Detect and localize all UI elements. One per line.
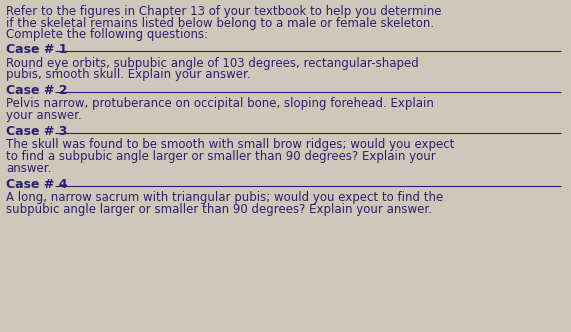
Text: Pelvis narrow, protuberance on occipital bone, sloping forehead. Explain: Pelvis narrow, protuberance on occipital… xyxy=(6,98,434,111)
Text: The skull was found to be smooth with small brow ridges; would you expect: The skull was found to be smooth with sm… xyxy=(6,138,455,151)
Text: Case # 1: Case # 1 xyxy=(6,43,67,56)
Text: Case # 4: Case # 4 xyxy=(6,178,67,191)
Text: Case # 3: Case # 3 xyxy=(6,125,67,138)
Text: answer.: answer. xyxy=(6,162,51,175)
Text: your answer.: your answer. xyxy=(6,109,82,122)
Text: Complete the following questions:: Complete the following questions: xyxy=(6,29,208,42)
Text: pubis, smooth skull. Explain your answer.: pubis, smooth skull. Explain your answer… xyxy=(6,68,251,81)
Text: A long, narrow sacrum with triangular pubis; would you expect to find the: A long, narrow sacrum with triangular pu… xyxy=(6,191,443,204)
Text: Refer to the figures in Chapter 13 of your textbook to help you determine: Refer to the figures in Chapter 13 of yo… xyxy=(6,5,441,18)
Text: Case # 2: Case # 2 xyxy=(6,84,67,97)
Text: Round eye orbits, subpubic angle of 103 degrees, rectangular-shaped: Round eye orbits, subpubic angle of 103 … xyxy=(6,57,419,70)
Text: if the skeletal remains listed below belong to a male or female skeleton.: if the skeletal remains listed below bel… xyxy=(6,17,434,30)
Text: subpubic angle larger or smaller than 90 degrees? Explain your answer.: subpubic angle larger or smaller than 90… xyxy=(6,203,432,216)
Text: to find a subpubic angle larger or smaller than 90 degrees? Explain your: to find a subpubic angle larger or small… xyxy=(6,150,436,163)
